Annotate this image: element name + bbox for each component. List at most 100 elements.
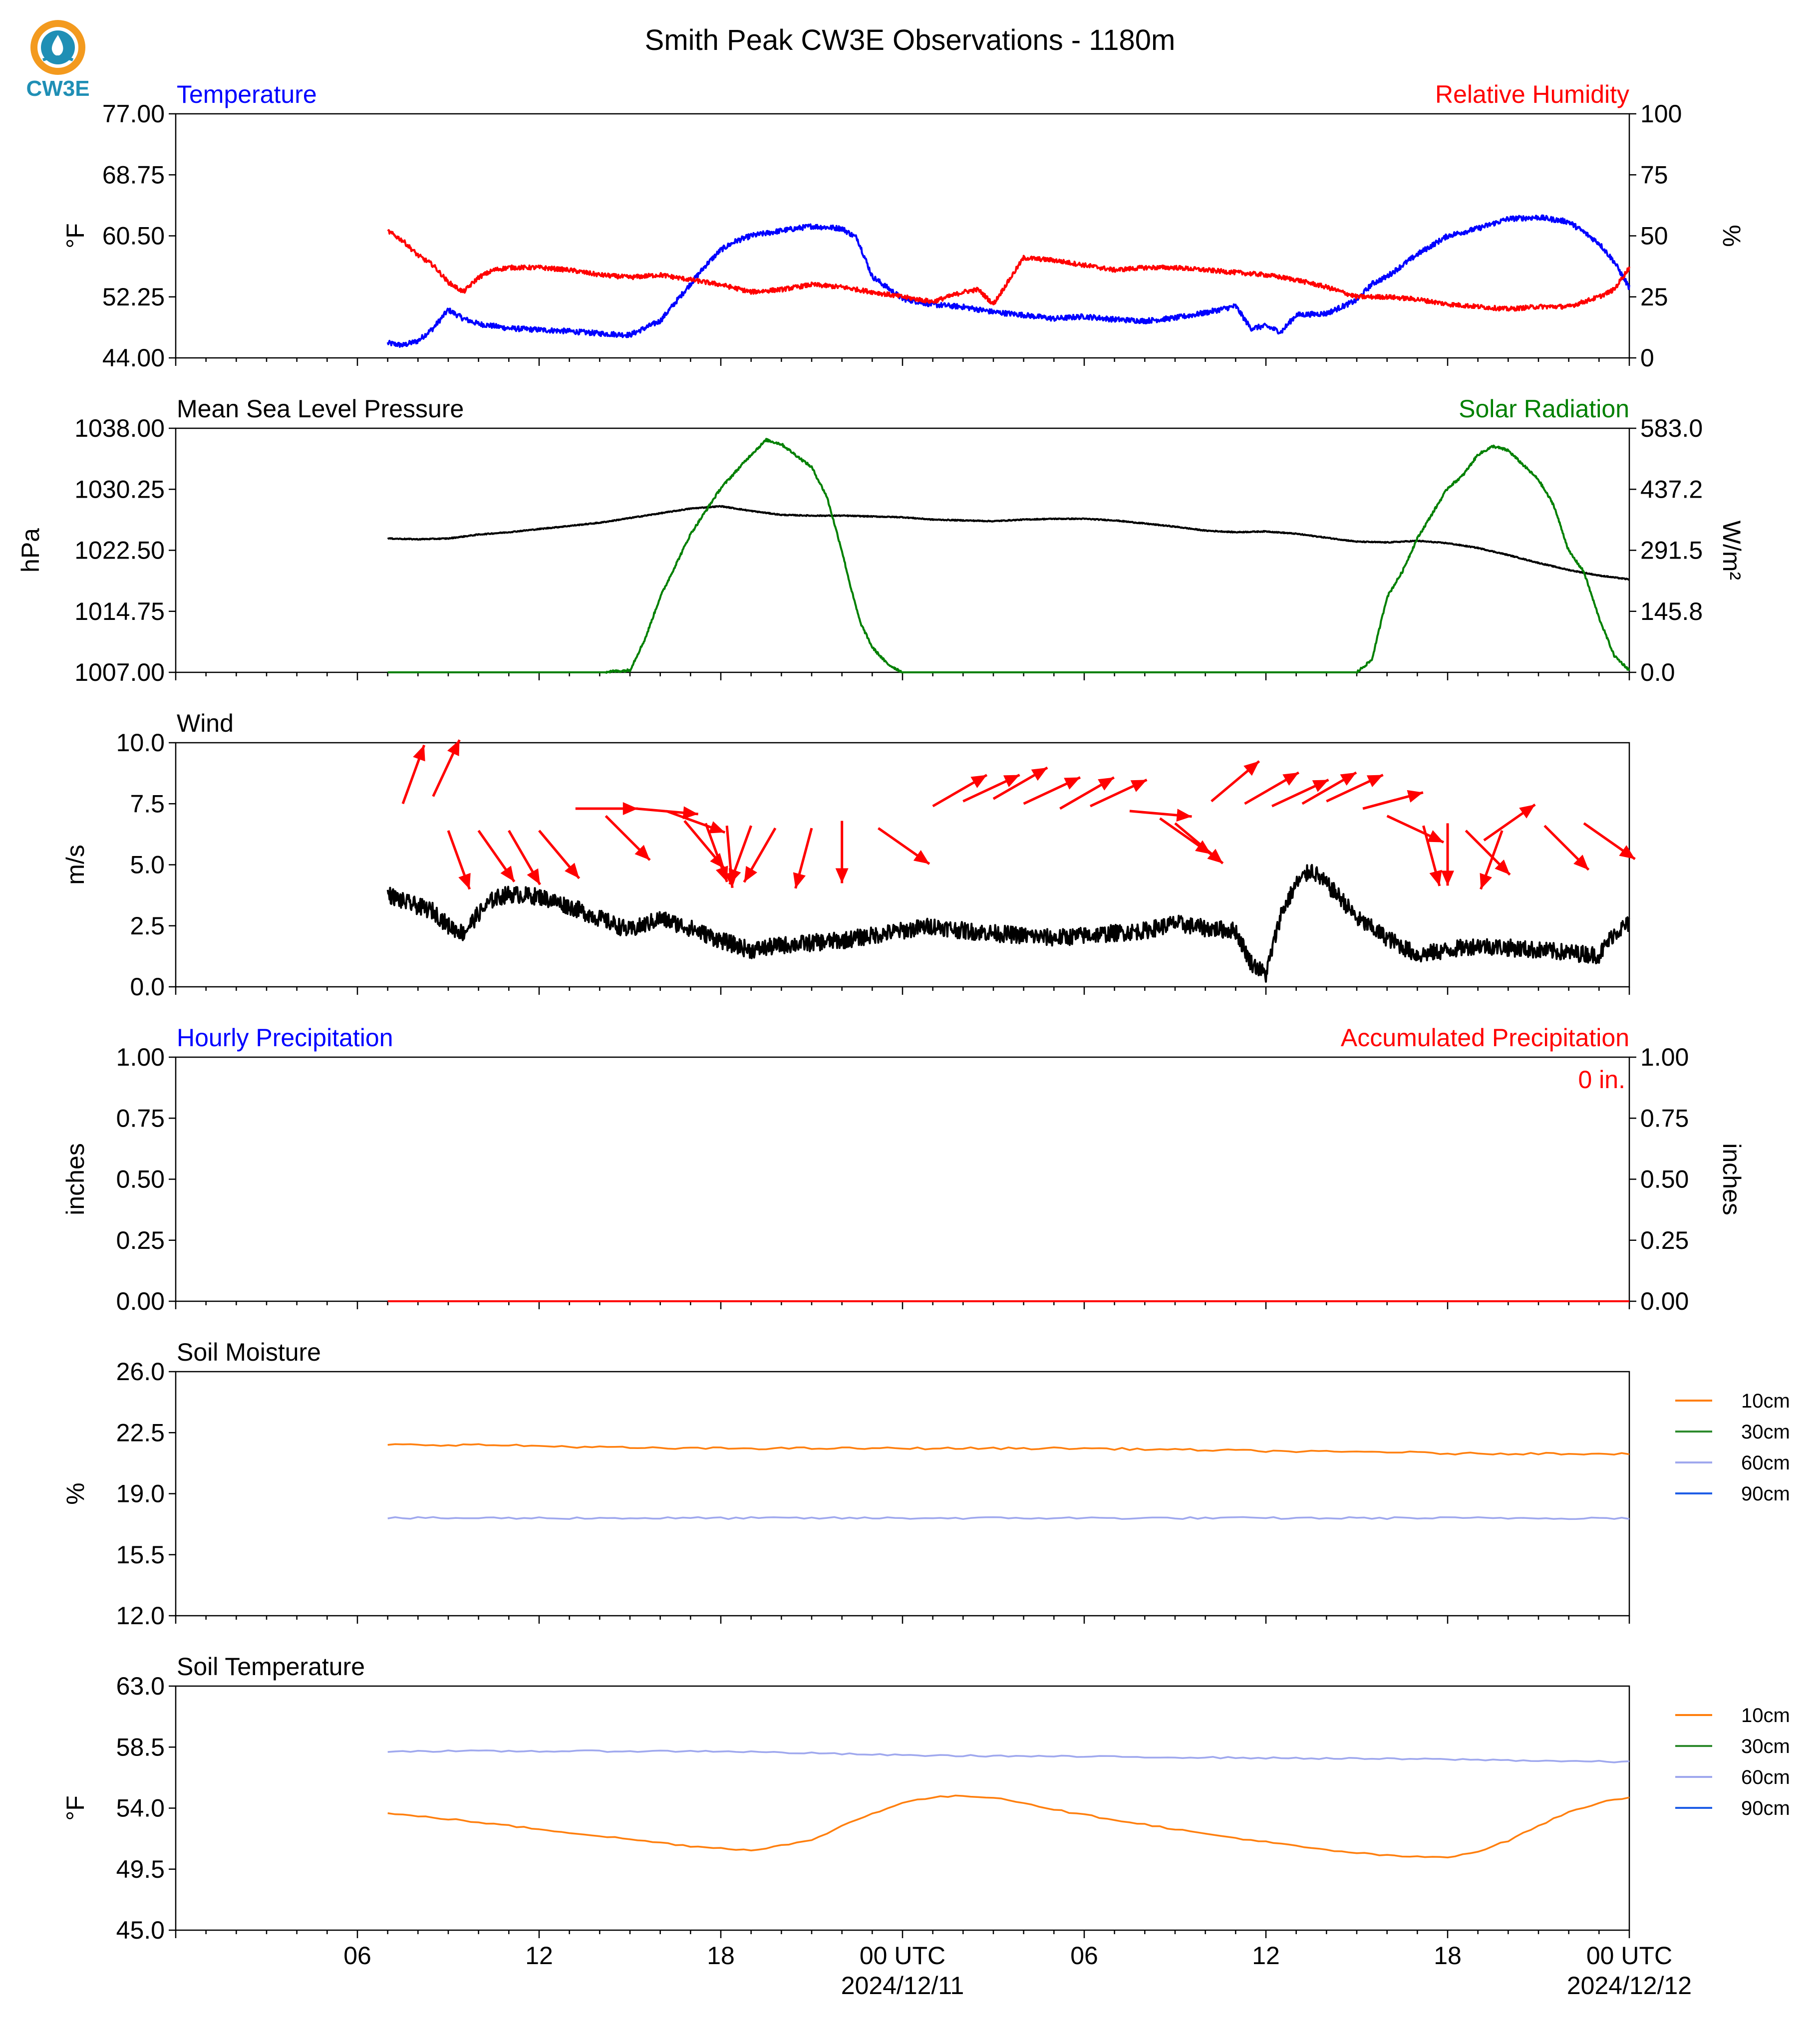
wind-arrow [1386, 815, 1445, 844]
legend-label: 10cm [1741, 1705, 1790, 1727]
series-10cm [387, 1794, 1630, 1859]
y-tick-label-right: 583.0 [1640, 414, 1703, 442]
legend-label: 30cm [1741, 1736, 1790, 1757]
y-tick-label: 77.00 [102, 100, 165, 128]
wind-arrow [538, 830, 581, 879]
wind-arrow [835, 821, 849, 883]
panel-title-left: Soil Temperature [177, 1653, 365, 1681]
wind-arrow [1362, 790, 1424, 810]
y-tick-label: 0.0 [130, 973, 165, 1001]
y-tick-label: 1030.25 [74, 475, 165, 503]
panel-precipitation: Hourly Precipitation Accumulated Precipit… [61, 1024, 1746, 1315]
wind-arrow [605, 815, 651, 861]
y-tick-label-right: 0.00 [1640, 1287, 1689, 1315]
y-tick-label: 1007.00 [74, 658, 165, 686]
panel-title-left: Hourly Precipitation [177, 1024, 393, 1052]
x-tick-label: 00 UTC [1586, 1942, 1672, 1970]
y-tick-label-right: 1.00 [1640, 1043, 1689, 1071]
wind-arrow [1543, 825, 1590, 871]
x-tick-label: 06 [343, 1942, 371, 1970]
wind-arrow [1465, 830, 1511, 876]
wind-arrow [1422, 825, 1442, 886]
wind-arrow [477, 830, 516, 882]
y-tick-label: 52.25 [102, 283, 165, 311]
x-tick-label: 06 [1070, 1942, 1098, 1970]
panel-soil_moisture: Soil Moisture 12.0 15.5 19.0 22.5 26.0% 10cm 30… [61, 1338, 1790, 1630]
y-tick-label-right: 100 [1640, 100, 1682, 128]
y-axis-label: °F [61, 1795, 89, 1821]
wind-arrow [992, 766, 1048, 800]
wind-arrow [432, 739, 461, 797]
wind-arrow [1441, 823, 1454, 886]
y-tick-label-right: 0.25 [1640, 1226, 1689, 1254]
legend-label: 30cm [1741, 1421, 1790, 1443]
y-tick-label-right: 437.2 [1640, 475, 1703, 503]
y-tick-label: 0.25 [116, 1226, 165, 1254]
panel-title-left: Soil Moisture [177, 1338, 321, 1366]
legend-label: 10cm [1741, 1390, 1790, 1412]
series-mean-sea-level-pressure [387, 505, 1630, 581]
panel-title-left: Wind [177, 709, 234, 737]
logo-ring-icon [30, 20, 85, 75]
y-tick-label-right: 145.8 [1640, 597, 1703, 625]
y-tick-label: 22.5 [116, 1419, 165, 1447]
y-tick-label: 1038.00 [74, 414, 165, 442]
y-tick-label: 26.0 [116, 1358, 165, 1386]
legend: 10cm 30cm 60cm 90cm [1675, 1390, 1790, 1505]
x-tick-label: 00 UTC [860, 1942, 945, 1970]
y-axis-label-right: W/m² [1718, 521, 1746, 580]
y-tick-label: 15.5 [116, 1541, 165, 1569]
panel-pressure_solar: Mean Sea Level Pressure Solar Radiation 10… [16, 395, 1746, 686]
legend-label: 60cm [1741, 1452, 1790, 1474]
wind-arrow [932, 774, 988, 808]
wind-arrow [743, 827, 777, 883]
legend-label: 90cm [1741, 1483, 1790, 1505]
x-tick-label: 18 [707, 1942, 735, 1970]
wind-arrow [575, 802, 638, 816]
figure-title: Smith Peak CW3E Observations - 1180m [645, 24, 1176, 56]
y-tick-label: 10.0 [116, 729, 165, 757]
wind-arrow [1271, 779, 1329, 808]
legend: 10cm 30cm 60cm 90cm [1675, 1705, 1790, 1819]
y-tick-label: 1022.50 [74, 537, 165, 565]
y-tick-label: 1014.75 [74, 597, 165, 625]
series-60cm [387, 1749, 1630, 1763]
wind-arrow [704, 823, 728, 882]
y-tick-label: 2.5 [130, 912, 165, 940]
wind-arrow [1480, 830, 1504, 890]
wind-arrow [1023, 776, 1081, 805]
x-date-label: 2024/12/12 [1567, 1972, 1692, 2000]
panels: Temperature Relative Humidity 44.00 52.25 60… [16, 80, 1790, 2000]
wind-arrow [1059, 776, 1115, 810]
x-tick-label: 12 [1252, 1942, 1280, 1970]
wind-arrow [508, 830, 541, 885]
wind-arrow [728, 825, 753, 885]
y-axis-label-right: % [1718, 225, 1746, 247]
panel-temperature_humidity: Temperature Relative Humidity 44.00 52.25 60… [61, 80, 1746, 372]
y-axis-label-right: inches [1718, 1143, 1746, 1215]
wind-arrow [1326, 774, 1384, 803]
series-60cm [387, 1516, 1630, 1520]
y-tick-label: 12.0 [116, 1602, 165, 1630]
y-tick-label-right: 75 [1640, 161, 1668, 189]
y-tick-label: 60.50 [102, 222, 165, 250]
wind-arrow [1301, 771, 1357, 805]
y-axis-label: % [61, 1482, 89, 1504]
y-tick-label-right: 0 [1640, 344, 1654, 372]
y-tick-label: 5.0 [130, 851, 165, 879]
legend-label: 90cm [1741, 1797, 1790, 1819]
cw3e-logo: CW3E [26, 20, 90, 101]
series-relative-humidity [387, 229, 1630, 312]
y-tick-label-right: 50 [1640, 222, 1668, 250]
panel-title-left: Temperature [177, 80, 317, 108]
series-temperature [386, 214, 1630, 348]
panel-wind: Wind 0.0 2.5 5.0 7.5 10.0 m/s [61, 709, 1636, 1001]
x-tick-label: 18 [1434, 1942, 1462, 1970]
y-tick-label: 7.5 [130, 790, 165, 818]
logo-text: CW3E [26, 76, 89, 101]
y-axis-label: °F [61, 223, 89, 249]
y-tick-label: 1.00 [116, 1043, 165, 1071]
wind-arrow [1129, 809, 1192, 822]
panel-soil_temperature: Soil Temperature 45.0 49.5 54.0 58.5 63.0 °F 06… [61, 1653, 1790, 2000]
